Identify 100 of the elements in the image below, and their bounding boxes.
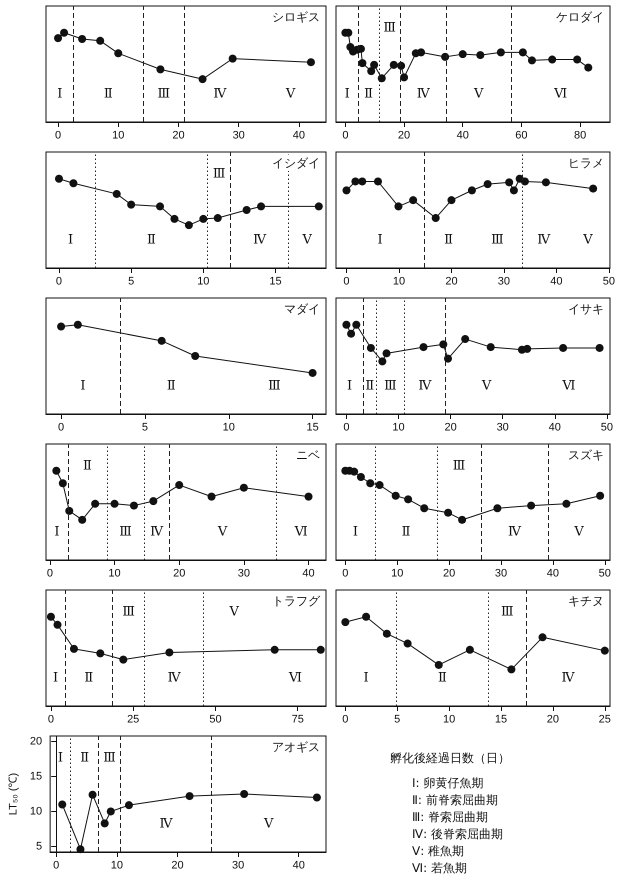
x-tick-label: 10	[112, 130, 124, 142]
annotation: Ⅴ	[284, 86, 296, 102]
annotation: Ⅰ	[54, 524, 60, 540]
x-tick-label: 30	[494, 568, 508, 580]
annotation: Ⅰ	[344, 86, 350, 102]
x-tick-label: 0	[53, 860, 60, 872]
annotation: Ⅰ	[52, 670, 58, 686]
annotation: Ⅵ	[294, 524, 308, 540]
annotation: Ⅳ	[561, 670, 576, 686]
x-tick-label: 50	[598, 568, 611, 580]
text: 孵化後経過日数（日）	[390, 750, 511, 767]
annotation: Ⅱ	[438, 670, 447, 686]
chart-title: キチヌ	[568, 594, 604, 608]
annotation: Ⅴ	[263, 816, 274, 832]
x-tick-label: 50	[209, 714, 222, 726]
x-tick-label: 10	[443, 714, 456, 726]
annotation: Ⅴ	[573, 524, 584, 540]
x-tick-label: 10	[391, 568, 404, 580]
x-tick-label: 80	[574, 130, 586, 142]
annotation: Ⅱ	[444, 232, 454, 248]
annotation: Ⅱ	[364, 86, 374, 102]
x-tick-label: 40	[292, 860, 305, 872]
x-tick-label: 10	[197, 276, 210, 288]
x-tick-label: 25	[598, 714, 611, 726]
x-tick-label: 50	[602, 276, 616, 288]
annotation: Ⅴ	[582, 232, 594, 248]
annotation: Ⅰ	[378, 232, 383, 248]
annotation: Ⅳ	[168, 670, 182, 686]
chart-title: イシダイ	[272, 156, 320, 170]
x-tick-label: 10	[222, 422, 235, 434]
annotation: Ⅰ	[80, 378, 86, 394]
annotation: Ⅲ	[384, 378, 397, 394]
chart-title: シロギス	[272, 10, 320, 24]
text: Ⅱ: 前脊索屈曲期	[411, 792, 499, 809]
y-tick-label: 20	[30, 736, 42, 748]
x-tick-label: 40	[548, 422, 561, 434]
annotation: Ⅲ	[212, 166, 226, 182]
x-tick-label: 20	[172, 130, 185, 142]
annotation: Ⅰ	[68, 232, 74, 248]
annotation: Ⅰ	[58, 750, 64, 766]
annotation: Ⅲ	[119, 524, 132, 540]
annotation: Ⅳ	[537, 232, 552, 248]
x-tick-label: 0	[48, 714, 54, 726]
annotation: Ⅲ	[103, 750, 116, 766]
x-tick-label: 0	[58, 422, 64, 434]
annotation: Ⅲ	[500, 604, 514, 620]
chart-title: ニベ	[296, 448, 320, 462]
x-tick-label: 20	[546, 714, 560, 726]
x-tick-label: 15	[494, 714, 508, 726]
annotation: Ⅱ	[80, 750, 90, 766]
x-tick-label: 20	[173, 568, 186, 580]
x-tick-label: 20	[443, 568, 456, 580]
annotation: Ⅴ	[302, 232, 313, 248]
annotation: Ⅳ	[150, 524, 164, 540]
chart-title: アオギス	[272, 740, 320, 754]
annotation: Ⅳ	[159, 816, 174, 832]
x-tick-label: 5	[142, 422, 148, 434]
y-axis-title: LT₅₀ (℃)	[8, 772, 20, 816]
chart-title: マダイ	[284, 302, 320, 316]
annotation: Ⅴ	[228, 604, 240, 620]
annotation: Ⅱ	[402, 524, 411, 540]
x-tick-label: 25	[127, 714, 140, 726]
annotation: Ⅰ	[364, 670, 369, 686]
text: Ⅳ: 後脊索屈曲期	[411, 826, 504, 843]
annotation: Ⅳ	[253, 232, 268, 248]
x-tick-label: 40	[302, 568, 315, 580]
x-tick-label: 15	[269, 276, 282, 288]
annotation: Ⅳ	[508, 524, 522, 540]
annotation: Ⅱ	[82, 458, 92, 474]
x-tick-label: 0	[342, 568, 348, 580]
chart-title: ヒラメ	[568, 156, 604, 170]
annotation: Ⅱ	[365, 378, 374, 394]
annotation: Ⅱ	[146, 232, 156, 248]
annotation: Ⅲ	[122, 604, 135, 620]
annotation: Ⅳ	[416, 86, 431, 102]
chart-title: スズキ	[568, 448, 604, 462]
chart-title: イサキ	[568, 302, 604, 316]
annotation: Ⅰ	[352, 524, 358, 540]
x-tick-label: 0	[342, 714, 348, 726]
x-tick-label: 5	[394, 714, 400, 726]
x-tick-label: 30	[496, 422, 509, 434]
annotation: Ⅴ	[480, 378, 492, 394]
annotation: Ⅰ	[346, 378, 352, 394]
x-tick-label: 0	[56, 276, 62, 288]
annotation: Ⅵ	[553, 86, 568, 102]
x-tick-label: 30	[498, 276, 510, 288]
x-tick-label: 40	[550, 276, 563, 288]
text: Ⅵ: 若魚期	[411, 860, 468, 876]
y-tick-label: 15	[30, 770, 42, 783]
text: Ⅲ: 脊索屈曲期	[411, 809, 490, 826]
x-tick-label: 60	[515, 130, 528, 142]
annotation: Ⅴ	[473, 86, 484, 102]
annotation: Ⅲ	[491, 232, 504, 248]
x-tick-label: 10	[392, 276, 406, 288]
x-tick-label: 15	[306, 422, 319, 434]
x-tick-label: 0	[54, 130, 62, 142]
x-tick-label: 20	[398, 130, 410, 142]
annotation: Ⅱ	[166, 378, 176, 394]
x-tick-label: 0	[343, 276, 350, 288]
x-tick-label: 30	[232, 130, 245, 142]
